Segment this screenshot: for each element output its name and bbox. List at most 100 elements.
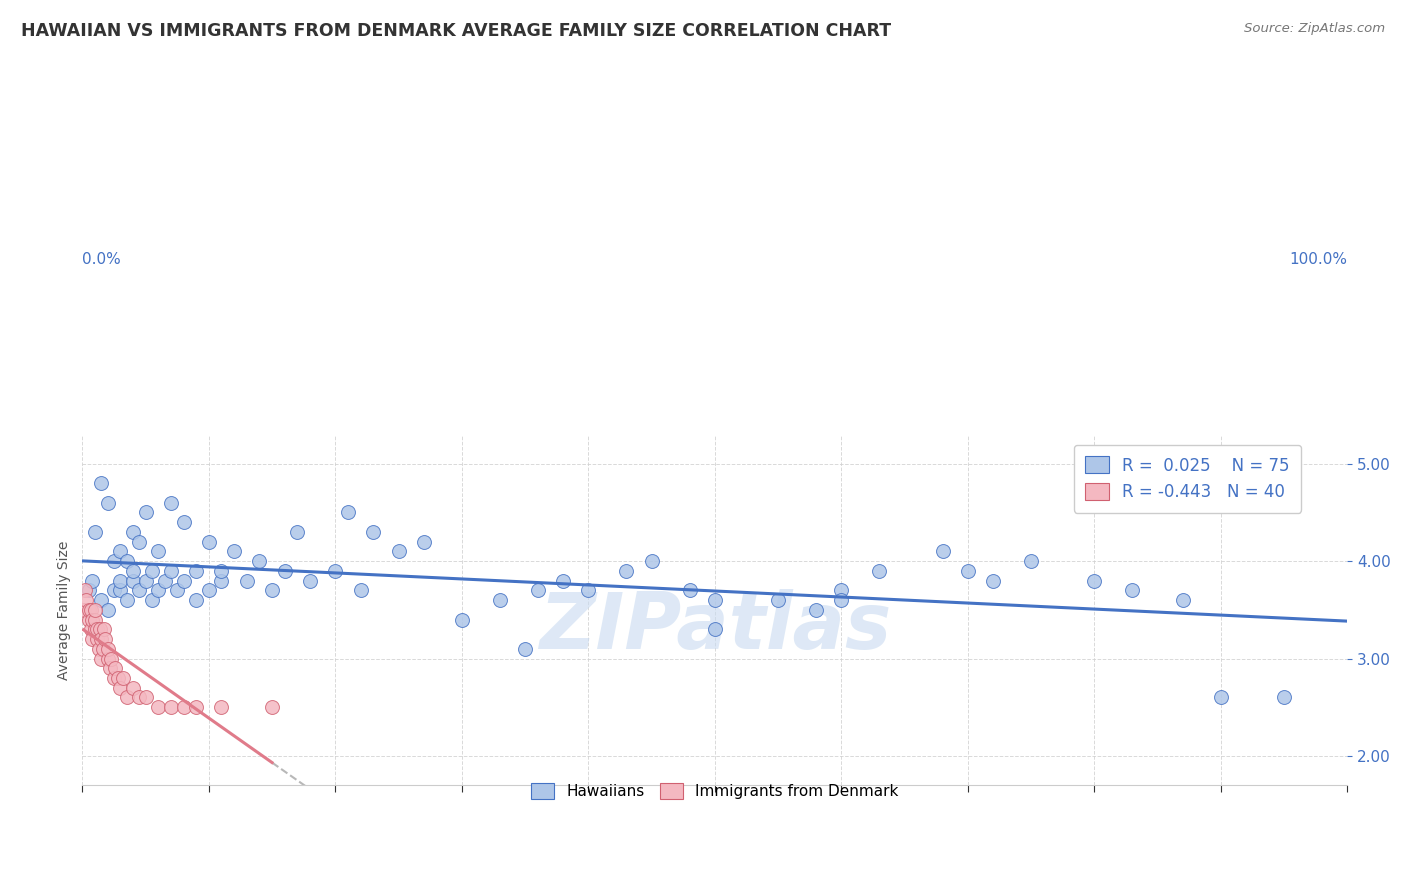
- Point: [1019, 554, 1042, 568]
- Point: [90, 476, 112, 491]
- Point: [94, 632, 117, 646]
- Point: [77, 603, 100, 617]
- Point: [160, 496, 183, 510]
- Legend: Hawaiians, Immigrants from Denmark: Hawaiians, Immigrants from Denmark: [526, 777, 904, 805]
- Point: [766, 593, 789, 607]
- Point: [135, 574, 157, 588]
- Point: [678, 583, 700, 598]
- Point: [82, 574, 104, 588]
- Y-axis label: Average Family Size: Average Family Size: [58, 541, 72, 680]
- Point: [122, 681, 145, 695]
- Point: [1209, 690, 1232, 705]
- Point: [387, 544, 409, 558]
- Point: [412, 534, 434, 549]
- Point: [107, 671, 129, 685]
- Point: [84, 524, 107, 539]
- Point: [526, 583, 548, 598]
- Point: [110, 681, 132, 695]
- Point: [77, 583, 100, 598]
- Point: [110, 583, 132, 598]
- Point: [110, 544, 132, 558]
- Point: [160, 564, 183, 578]
- Point: [115, 593, 138, 607]
- Point: [1171, 593, 1194, 607]
- Point: [804, 603, 827, 617]
- Point: [981, 574, 1004, 588]
- Point: [703, 623, 725, 637]
- Point: [211, 574, 233, 588]
- Point: [72, 603, 94, 617]
- Point: [148, 544, 170, 558]
- Point: [868, 564, 890, 578]
- Point: [513, 641, 536, 656]
- Point: [198, 583, 221, 598]
- Point: [122, 524, 145, 539]
- Point: [84, 623, 107, 637]
- Point: [82, 613, 104, 627]
- Point: [135, 690, 157, 705]
- Point: [103, 671, 125, 685]
- Point: [323, 564, 346, 578]
- Point: [830, 583, 852, 598]
- Point: [186, 700, 208, 714]
- Point: [86, 623, 108, 637]
- Point: [91, 641, 114, 656]
- Point: [336, 506, 359, 520]
- Point: [285, 524, 308, 539]
- Point: [82, 632, 104, 646]
- Point: [104, 661, 127, 675]
- Point: [73, 583, 96, 598]
- Point: [361, 524, 384, 539]
- Point: [110, 574, 132, 588]
- Point: [153, 574, 176, 588]
- Point: [141, 593, 163, 607]
- Point: [103, 554, 125, 568]
- Text: HAWAIIAN VS IMMIGRANTS FROM DENMARK AVERAGE FAMILY SIZE CORRELATION CHART: HAWAIIAN VS IMMIGRANTS FROM DENMARK AVER…: [21, 22, 891, 40]
- Point: [1272, 690, 1295, 705]
- Point: [488, 593, 510, 607]
- Point: [86, 632, 108, 646]
- Point: [186, 564, 208, 578]
- Point: [173, 515, 195, 529]
- Point: [1121, 583, 1143, 598]
- Point: [122, 564, 145, 578]
- Point: [135, 506, 157, 520]
- Point: [84, 613, 107, 627]
- Point: [80, 623, 103, 637]
- Point: [703, 593, 725, 607]
- Point: [186, 593, 208, 607]
- Point: [211, 564, 233, 578]
- Point: [128, 690, 150, 705]
- Point: [173, 574, 195, 588]
- Point: [247, 554, 270, 568]
- Point: [80, 603, 103, 617]
- Point: [97, 641, 120, 656]
- Text: 100.0%: 100.0%: [1289, 252, 1347, 268]
- Text: 0.0%: 0.0%: [83, 252, 121, 268]
- Point: [224, 544, 246, 558]
- Point: [298, 574, 321, 588]
- Point: [198, 534, 221, 549]
- Point: [148, 700, 170, 714]
- Point: [148, 583, 170, 598]
- Text: ZIPatlas: ZIPatlas: [538, 590, 891, 665]
- Point: [122, 574, 145, 588]
- Point: [97, 603, 120, 617]
- Point: [84, 603, 107, 617]
- Point: [103, 583, 125, 598]
- Point: [260, 700, 283, 714]
- Point: [89, 623, 111, 637]
- Point: [128, 534, 150, 549]
- Point: [551, 574, 574, 588]
- Point: [576, 583, 599, 598]
- Point: [614, 564, 637, 578]
- Point: [93, 623, 115, 637]
- Point: [128, 583, 150, 598]
- Point: [90, 651, 112, 665]
- Point: [273, 564, 295, 578]
- Point: [141, 564, 163, 578]
- Point: [166, 583, 188, 598]
- Point: [830, 593, 852, 607]
- Text: Source: ZipAtlas.com: Source: ZipAtlas.com: [1244, 22, 1385, 36]
- Point: [236, 574, 259, 588]
